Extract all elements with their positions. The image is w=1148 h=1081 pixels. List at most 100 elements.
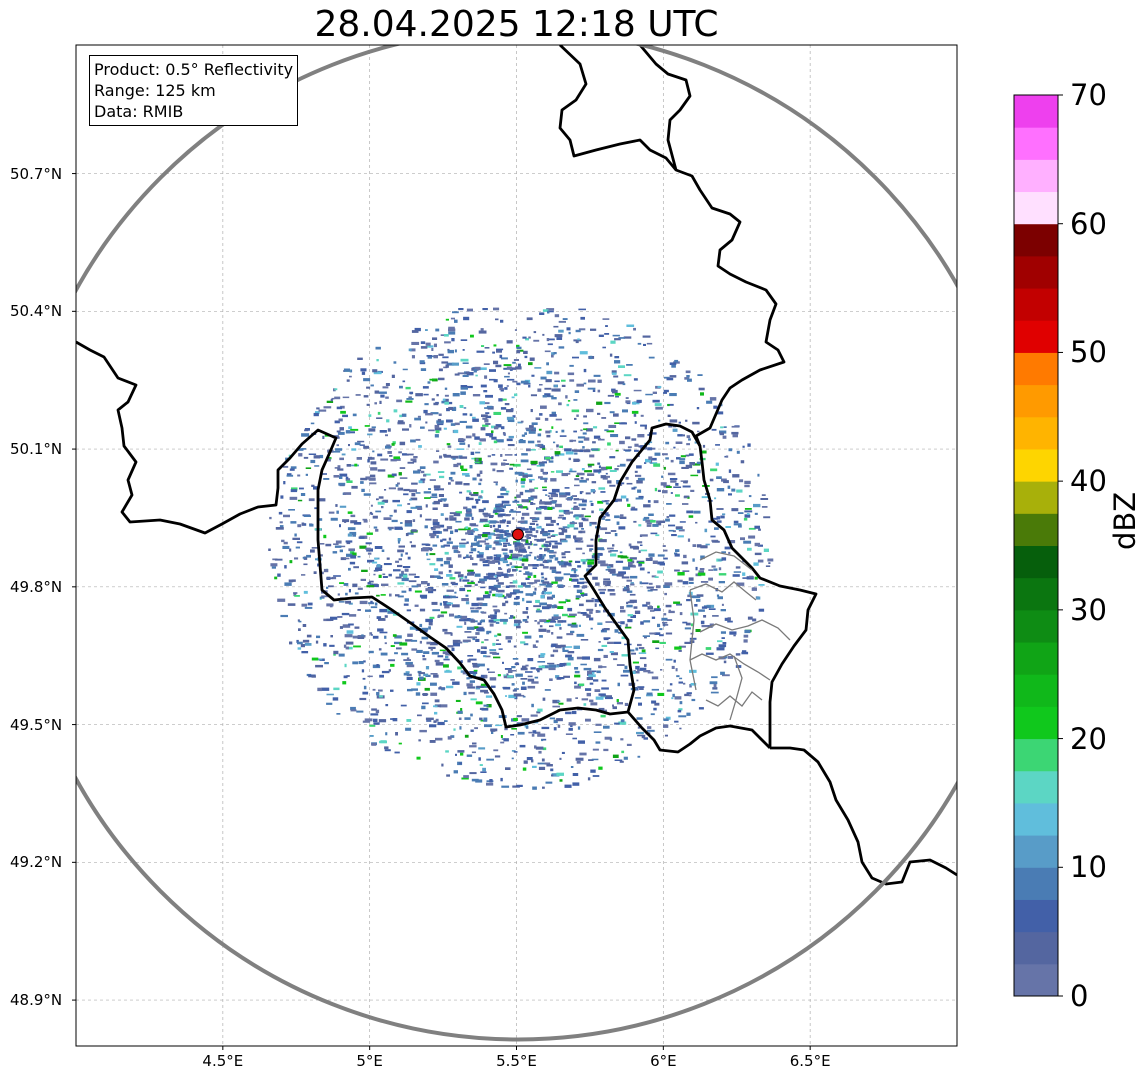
echo-cell bbox=[451, 362, 459, 366]
echo-cell bbox=[620, 621, 625, 625]
echo-cell bbox=[346, 553, 353, 557]
echo-cell bbox=[484, 639, 489, 641]
echo-cell bbox=[600, 475, 607, 479]
echo-cell bbox=[495, 504, 501, 508]
echo-cell bbox=[441, 400, 447, 404]
echo-cell bbox=[576, 589, 583, 593]
echo-cell bbox=[459, 442, 466, 445]
echo-cell bbox=[517, 363, 521, 367]
echo-cell bbox=[620, 609, 626, 613]
echo-cell bbox=[497, 674, 501, 677]
echo-cell bbox=[512, 569, 517, 572]
colorbar-segment bbox=[1014, 191, 1058, 225]
echo-cell bbox=[589, 611, 593, 614]
echo-cell bbox=[700, 392, 704, 396]
echo-cell bbox=[626, 364, 633, 366]
echo-cell bbox=[514, 619, 521, 624]
echo-cell bbox=[538, 665, 545, 668]
echo-cell bbox=[509, 549, 513, 553]
echo-cell bbox=[604, 500, 610, 502]
echo-cell bbox=[594, 599, 601, 603]
echo-cell bbox=[553, 352, 557, 355]
echo-cell bbox=[462, 639, 471, 643]
echo-cell bbox=[514, 590, 519, 594]
echo-cell bbox=[432, 609, 440, 612]
echo-cell bbox=[697, 544, 702, 548]
colorbar-segment bbox=[1014, 95, 1058, 128]
echo-cell bbox=[348, 567, 351, 571]
echo-cell bbox=[407, 503, 411, 505]
echo-cell bbox=[302, 556, 306, 559]
echo-cell bbox=[435, 328, 440, 332]
echo-cell bbox=[280, 614, 288, 618]
echo-cell bbox=[512, 658, 519, 660]
echo-cell bbox=[419, 676, 424, 680]
echo-cell bbox=[398, 558, 402, 561]
echo-cell bbox=[339, 473, 348, 477]
echo-cell bbox=[349, 561, 356, 565]
echo-cell bbox=[687, 594, 692, 598]
echo-cell bbox=[573, 570, 577, 574]
echo-cell bbox=[284, 565, 287, 569]
echo-cell bbox=[512, 361, 516, 364]
echo-cell bbox=[597, 500, 604, 504]
echo-cell bbox=[501, 357, 508, 360]
echo-cell bbox=[548, 664, 557, 668]
echo-cell bbox=[579, 752, 587, 756]
echo-cell bbox=[531, 681, 539, 684]
echo-cell bbox=[578, 498, 585, 501]
echo-cell bbox=[598, 487, 606, 490]
echo-cell bbox=[524, 635, 532, 639]
echo-cell bbox=[472, 418, 479, 422]
echo-cell bbox=[637, 643, 642, 647]
echo-cell bbox=[481, 414, 488, 417]
echo-cell bbox=[351, 552, 357, 556]
echo-cell bbox=[462, 473, 470, 476]
echo-cell bbox=[517, 731, 525, 735]
echo-cell bbox=[529, 517, 536, 519]
echo-cell bbox=[457, 710, 463, 714]
echo-cell bbox=[507, 568, 511, 572]
echo-cell bbox=[565, 451, 574, 455]
echo-cell bbox=[597, 648, 604, 652]
echo-cell bbox=[404, 523, 413, 527]
echo-cell bbox=[549, 555, 554, 559]
echo-cell bbox=[603, 637, 609, 641]
echo-cell bbox=[582, 585, 588, 589]
echo-cell bbox=[420, 426, 425, 429]
echo-cell bbox=[502, 519, 506, 522]
echo-cell bbox=[533, 721, 539, 724]
echo-cell bbox=[611, 389, 618, 394]
echo-cell bbox=[494, 634, 498, 638]
echo-cell bbox=[467, 655, 474, 657]
echo-cell bbox=[443, 601, 448, 604]
echo-cell bbox=[574, 484, 580, 487]
echo-cell bbox=[498, 648, 503, 650]
echo-cell bbox=[497, 496, 504, 498]
echo-cell bbox=[505, 636, 513, 640]
echo-cell bbox=[391, 519, 398, 523]
echo-cell bbox=[343, 492, 352, 495]
echo-cell bbox=[702, 444, 706, 448]
echo-cell bbox=[559, 494, 567, 498]
echo-cell bbox=[458, 641, 463, 644]
echo-cell bbox=[463, 407, 467, 409]
echo-cell bbox=[484, 675, 488, 679]
echo-cell bbox=[475, 632, 480, 635]
echo-cell bbox=[545, 457, 553, 460]
echo-cell bbox=[679, 612, 683, 616]
border-germany-east bbox=[558, 45, 786, 447]
echo-cell bbox=[447, 349, 454, 354]
echo-cell bbox=[347, 533, 352, 537]
echo-cell bbox=[645, 557, 653, 561]
echo-cell bbox=[598, 438, 605, 441]
echo-cell bbox=[387, 526, 394, 530]
echo-cell bbox=[569, 379, 575, 382]
colorbar-segment bbox=[1014, 416, 1058, 450]
echo-cell bbox=[577, 726, 581, 730]
echo-cell bbox=[323, 478, 330, 480]
echo-cell bbox=[532, 644, 536, 648]
echo-cell bbox=[554, 371, 560, 375]
echo-cell bbox=[500, 319, 504, 323]
